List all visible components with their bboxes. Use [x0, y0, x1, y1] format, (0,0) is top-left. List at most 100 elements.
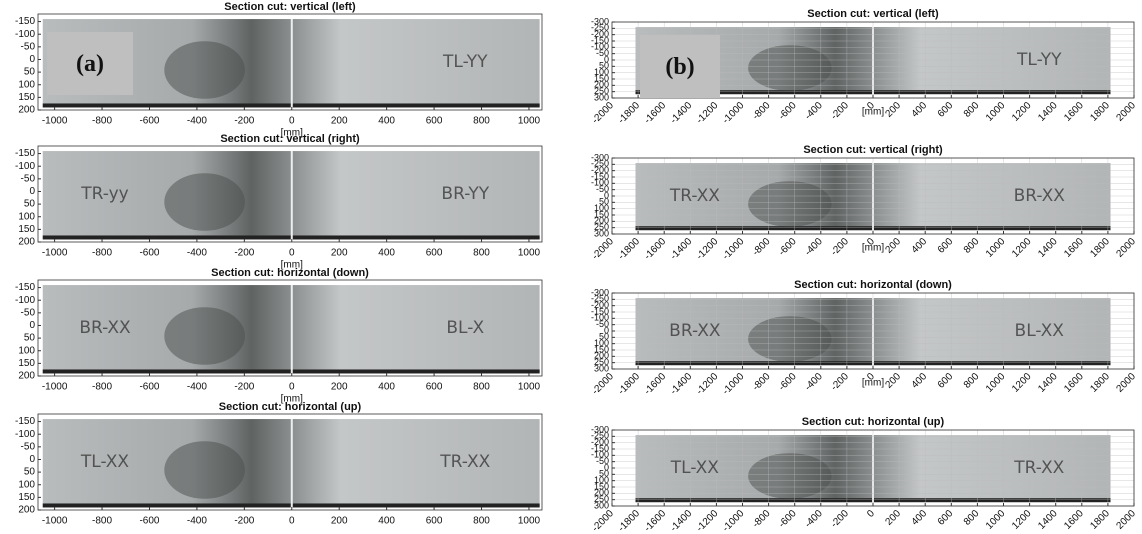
- x-tick-label: -600: [139, 248, 159, 259]
- y-tick-label: 150: [18, 224, 35, 235]
- y-tick-label: 50: [24, 467, 36, 478]
- x-tick-label: -1600: [642, 100, 668, 126]
- x-tick-label: -1000: [721, 100, 747, 126]
- x-tick-label: 800: [962, 508, 982, 528]
- photo-text: BR-XX: [79, 318, 131, 338]
- x-tick-label: -1000: [721, 508, 747, 534]
- photo-stain: [164, 441, 245, 499]
- x-tick-label: 2000: [1114, 508, 1138, 532]
- plot-title: Section cut: vertical (right): [220, 133, 360, 145]
- x-tick-label: -400: [803, 508, 825, 530]
- x-tick-label: 0: [289, 516, 295, 527]
- x-tick-label: -1200: [695, 508, 721, 534]
- x-tick-label: 400: [910, 371, 930, 391]
- y-tick-label: 200: [18, 371, 35, 382]
- x-tick-label: -1200: [695, 371, 721, 397]
- photo-text: TL-XX: [80, 452, 129, 472]
- x-tick-label: -1800: [616, 371, 642, 397]
- y-tick-label: 0: [29, 54, 35, 65]
- x-tick-label: 400: [910, 508, 930, 528]
- x-tick-label: -800: [92, 116, 112, 127]
- photo-stain: [164, 307, 245, 365]
- x-tick-label: 0: [289, 248, 295, 259]
- y-tick-label: -50: [21, 307, 36, 318]
- photo-text: TL-XX: [670, 458, 719, 478]
- x-tick-label: 800: [473, 116, 490, 127]
- x-tick-label: -400: [187, 382, 207, 393]
- x-tick-label: 600: [426, 116, 443, 127]
- y-tick-label: -50: [21, 41, 36, 52]
- x-tick-label: -800: [751, 508, 773, 530]
- x-tick-label: 0: [865, 508, 877, 520]
- y-tick-label: 0: [29, 186, 35, 197]
- x-tick-label: 1000: [984, 371, 1008, 395]
- x-tick-label: 1400: [1036, 371, 1060, 395]
- y-tick-label: -150: [15, 16, 35, 27]
- x-axis-label: [mm]: [862, 107, 884, 118]
- y-tick-label: 50: [24, 333, 36, 344]
- y-tick-label: -100: [15, 429, 35, 440]
- photo-text: BR-YY: [441, 184, 489, 204]
- x-tick-label: 400: [378, 248, 395, 259]
- x-tick-label: 1400: [1036, 236, 1060, 260]
- x-axis-label: [mm]: [862, 243, 884, 254]
- x-tick-label: 400: [378, 116, 395, 127]
- plot-title: Section cut: vertical (right): [803, 144, 943, 156]
- x-tick-label: 600: [936, 508, 956, 528]
- x-tick-label: -600: [777, 100, 799, 122]
- x-tick-label: 400: [910, 236, 930, 256]
- photo-text: TR-XX: [669, 186, 720, 206]
- x-tick-label: 1600: [1062, 371, 1086, 395]
- plot-title: Section cut: horizontal (up): [802, 416, 945, 428]
- y-tick-label: -150: [15, 148, 35, 159]
- x-tick-label: 1800: [1088, 100, 1112, 124]
- photo-stain: [748, 181, 832, 227]
- y-tick-label: -50: [21, 173, 36, 184]
- x-tick-label: -400: [187, 116, 207, 127]
- x-tick-label: -200: [234, 116, 254, 127]
- x-tick-label: -600: [139, 382, 159, 393]
- x-tick-label: 200: [884, 236, 904, 256]
- x-tick-label: 800: [962, 236, 982, 256]
- x-tick-label: 600: [936, 100, 956, 120]
- y-tick-label: -100: [15, 161, 35, 172]
- x-tick-label: -2000: [590, 508, 616, 534]
- x-tick-label: 1600: [1062, 100, 1086, 124]
- x-tick-label: -600: [777, 236, 799, 258]
- x-tick-label: -800: [92, 248, 112, 259]
- x-tick-label: -1000: [721, 371, 747, 397]
- y-tick-label: 100: [18, 479, 35, 490]
- x-tick-label: -200: [829, 100, 851, 122]
- x-tick-label: 1200: [1010, 371, 1034, 395]
- x-tick-label: -1000: [721, 236, 747, 262]
- x-tick-label: 0: [289, 382, 295, 393]
- panel-label: (b): [665, 54, 694, 80]
- x-tick-label: 200: [331, 248, 348, 259]
- x-tick-label: -1200: [695, 236, 721, 262]
- x-tick-label: 400: [910, 100, 930, 120]
- x-tick-label: 800: [962, 371, 982, 391]
- x-tick-label: -200: [829, 371, 851, 393]
- x-tick-label: -400: [187, 248, 207, 259]
- y-tick-label: 100: [18, 79, 35, 90]
- photo-stain: [748, 316, 832, 362]
- x-tick-label: 1800: [1088, 508, 1112, 532]
- x-tick-label: -200: [234, 516, 254, 527]
- photo-text: TR-XX: [1013, 458, 1064, 478]
- x-tick-label: 1200: [1010, 508, 1034, 532]
- y-tick-label: 0: [29, 320, 35, 331]
- y-tick-label: -100: [15, 295, 35, 306]
- photo-stain: [164, 41, 245, 99]
- y-tick-label: 300: [594, 228, 609, 238]
- photo-text: TR-XX: [439, 452, 490, 472]
- x-tick-label: -1600: [642, 508, 668, 534]
- y-tick-label: -100: [15, 29, 35, 40]
- x-tick-label: 1000: [518, 516, 541, 527]
- photo-text: TL-YY: [1016, 50, 1062, 70]
- x-tick-label: -800: [751, 236, 773, 258]
- photo-text: BL-X: [446, 318, 484, 338]
- x-tick-label: -2000: [590, 236, 616, 262]
- x-tick-label: 1600: [1062, 508, 1086, 532]
- x-tick-label: -400: [187, 516, 207, 527]
- x-tick-label: -1800: [616, 508, 642, 534]
